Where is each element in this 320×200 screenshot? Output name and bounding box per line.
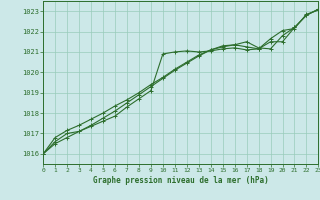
X-axis label: Graphe pression niveau de la mer (hPa): Graphe pression niveau de la mer (hPa) [93, 176, 269, 185]
